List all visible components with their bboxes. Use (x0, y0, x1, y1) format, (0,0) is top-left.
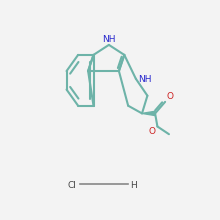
Text: O: O (149, 127, 156, 136)
Text: O: O (167, 92, 174, 101)
Polygon shape (142, 111, 155, 116)
Text: NH: NH (102, 35, 116, 44)
Text: NH: NH (138, 75, 152, 84)
Text: Cl: Cl (68, 181, 77, 189)
Text: H: H (130, 181, 137, 189)
